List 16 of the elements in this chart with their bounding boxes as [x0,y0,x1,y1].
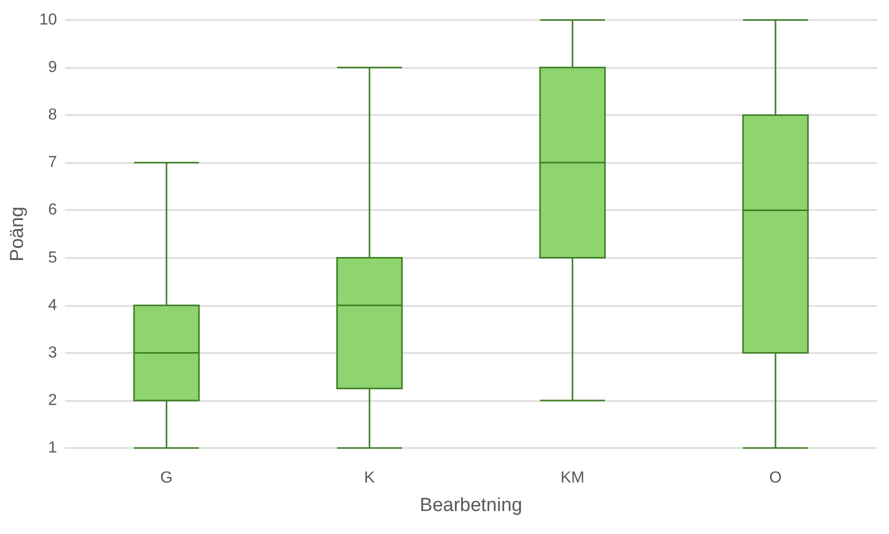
x-tick-label: G [160,470,173,486]
x-axis-title: Bearbetning [420,495,522,516]
y-tick-label: 2 [48,392,58,409]
y-tick-label: 6 [48,202,58,219]
y-tick-label: 7 [48,154,58,172]
y-tick-label: 10 [39,12,58,28]
y-tick-label: 4 [48,296,58,314]
y-tick-label: 8 [48,106,58,124]
y-tick-label: 3 [48,344,58,362]
x-tick-label: KM [560,470,584,486]
y-tick-label: 9 [48,59,58,76]
y-axis-title: Poäng [7,206,28,262]
y-tick-label: 1 [48,440,58,456]
x-tick-label: O [769,470,782,486]
y-tick-label: 5 [48,249,58,266]
x-tick-label: K [364,470,376,486]
